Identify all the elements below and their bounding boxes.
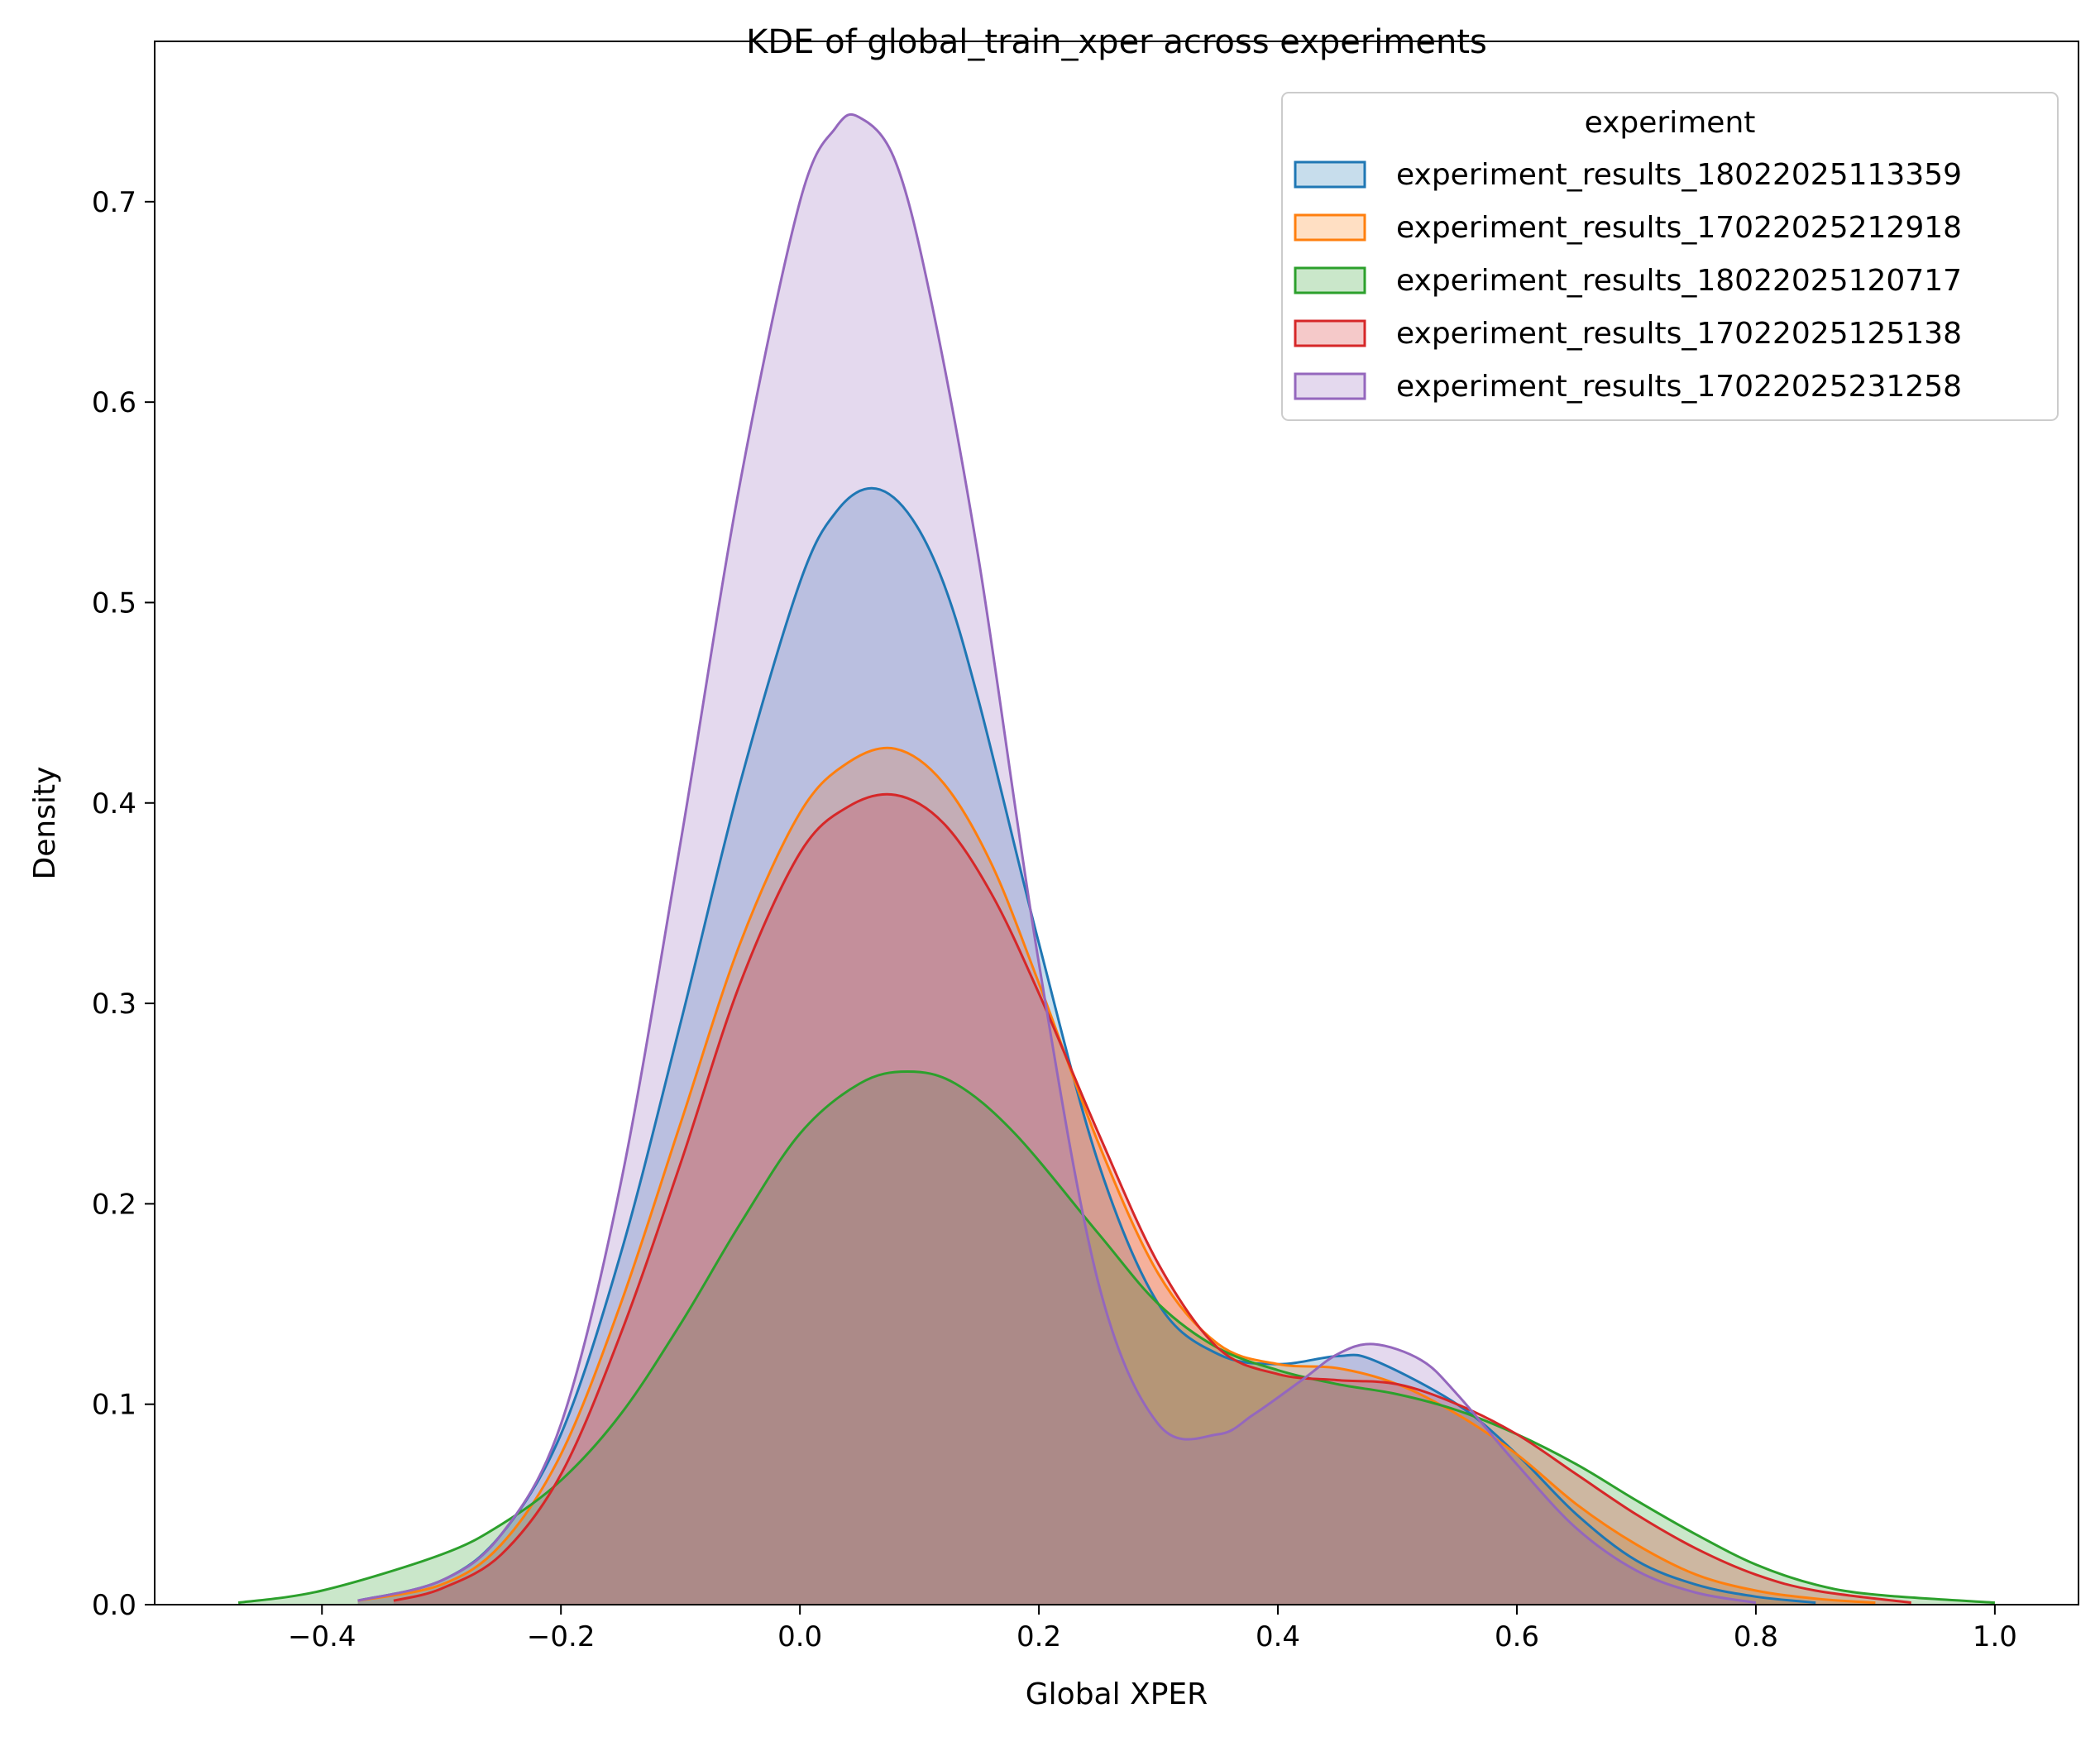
- legend-box: [1281, 92, 2059, 421]
- legend-swatch: [1294, 372, 1366, 400]
- legend-label: experiment_results_17022025231258: [1396, 370, 1962, 404]
- legend-items: experiment_results_18022025113359experim…: [1294, 158, 1962, 404]
- kde-lines: [237, 112, 1995, 1605]
- kde-area-series-3: [238, 1071, 1995, 1605]
- y-tick-label: 0.2: [92, 1188, 136, 1221]
- y-tick-label: 0.0: [92, 1589, 136, 1622]
- legend-swatch: [1294, 266, 1366, 294]
- kde-line-series-5: [357, 112, 1757, 1605]
- kde-area-series-2: [357, 748, 1876, 1605]
- x-tick-label: −0.4: [288, 1620, 356, 1653]
- kde-line-series-4: [393, 792, 1911, 1605]
- x-axis-label: Global XPER: [1026, 1677, 1208, 1711]
- kde-area-series-5: [357, 114, 1756, 1605]
- y-tick-label: 0.3: [92, 988, 136, 1021]
- x-tick-label: 0.8: [1734, 1620, 1778, 1653]
- legend-label: experiment_results_18022025113359: [1396, 158, 1962, 192]
- legend-swatch: [1294, 160, 1366, 189]
- y-axis-label: Density: [28, 767, 62, 880]
- chart-title: KDE of global_train_xper across experime…: [746, 23, 1487, 61]
- kde-area-series-1: [357, 488, 1816, 1605]
- x-tick-label: 0.0: [777, 1620, 822, 1653]
- plot-frame: [154, 41, 2079, 1605]
- y-tick-label: 0.7: [92, 186, 136, 219]
- x-axis-ticks: −0.4 −0.2 0.0 0.2 0.4 0.6 0.8 1.0: [288, 1605, 2017, 1653]
- kde-areas: [238, 114, 1995, 1605]
- y-tick-label: 0.1: [92, 1389, 136, 1422]
- x-tick-label: 1.0: [1973, 1620, 2017, 1653]
- legend-swatch: [1294, 319, 1366, 347]
- kde-area-series-4: [393, 794, 1911, 1605]
- y-tick-label: 0.6: [92, 386, 136, 419]
- y-tick-label: 0.5: [92, 586, 136, 620]
- legend-label: experiment_results_18022025120717: [1396, 264, 1962, 298]
- x-tick-label: 0.2: [1017, 1620, 1061, 1653]
- y-axis-ticks: 0.0 0.1 0.2 0.3 0.4 0.5 0.6 0.7: [92, 186, 155, 1622]
- x-tick-label: 0.4: [1256, 1620, 1300, 1653]
- kde-line-series-3: [237, 1069, 1995, 1605]
- y-tick-label: 0.4: [92, 787, 136, 821]
- x-tick-label: −0.2: [527, 1620, 596, 1653]
- kde-line-series-2: [357, 746, 1876, 1605]
- legend-label: experiment_results_17022025212918: [1396, 211, 1962, 245]
- legend-label: experiment_results_17022025125138: [1396, 317, 1962, 351]
- legend: experiment experiment_results_1802202511…: [1281, 92, 2059, 421]
- legend-swatch: [1294, 213, 1366, 242]
- legend-title: experiment: [1585, 106, 1756, 140]
- x-tick-label: 0.6: [1495, 1620, 1539, 1653]
